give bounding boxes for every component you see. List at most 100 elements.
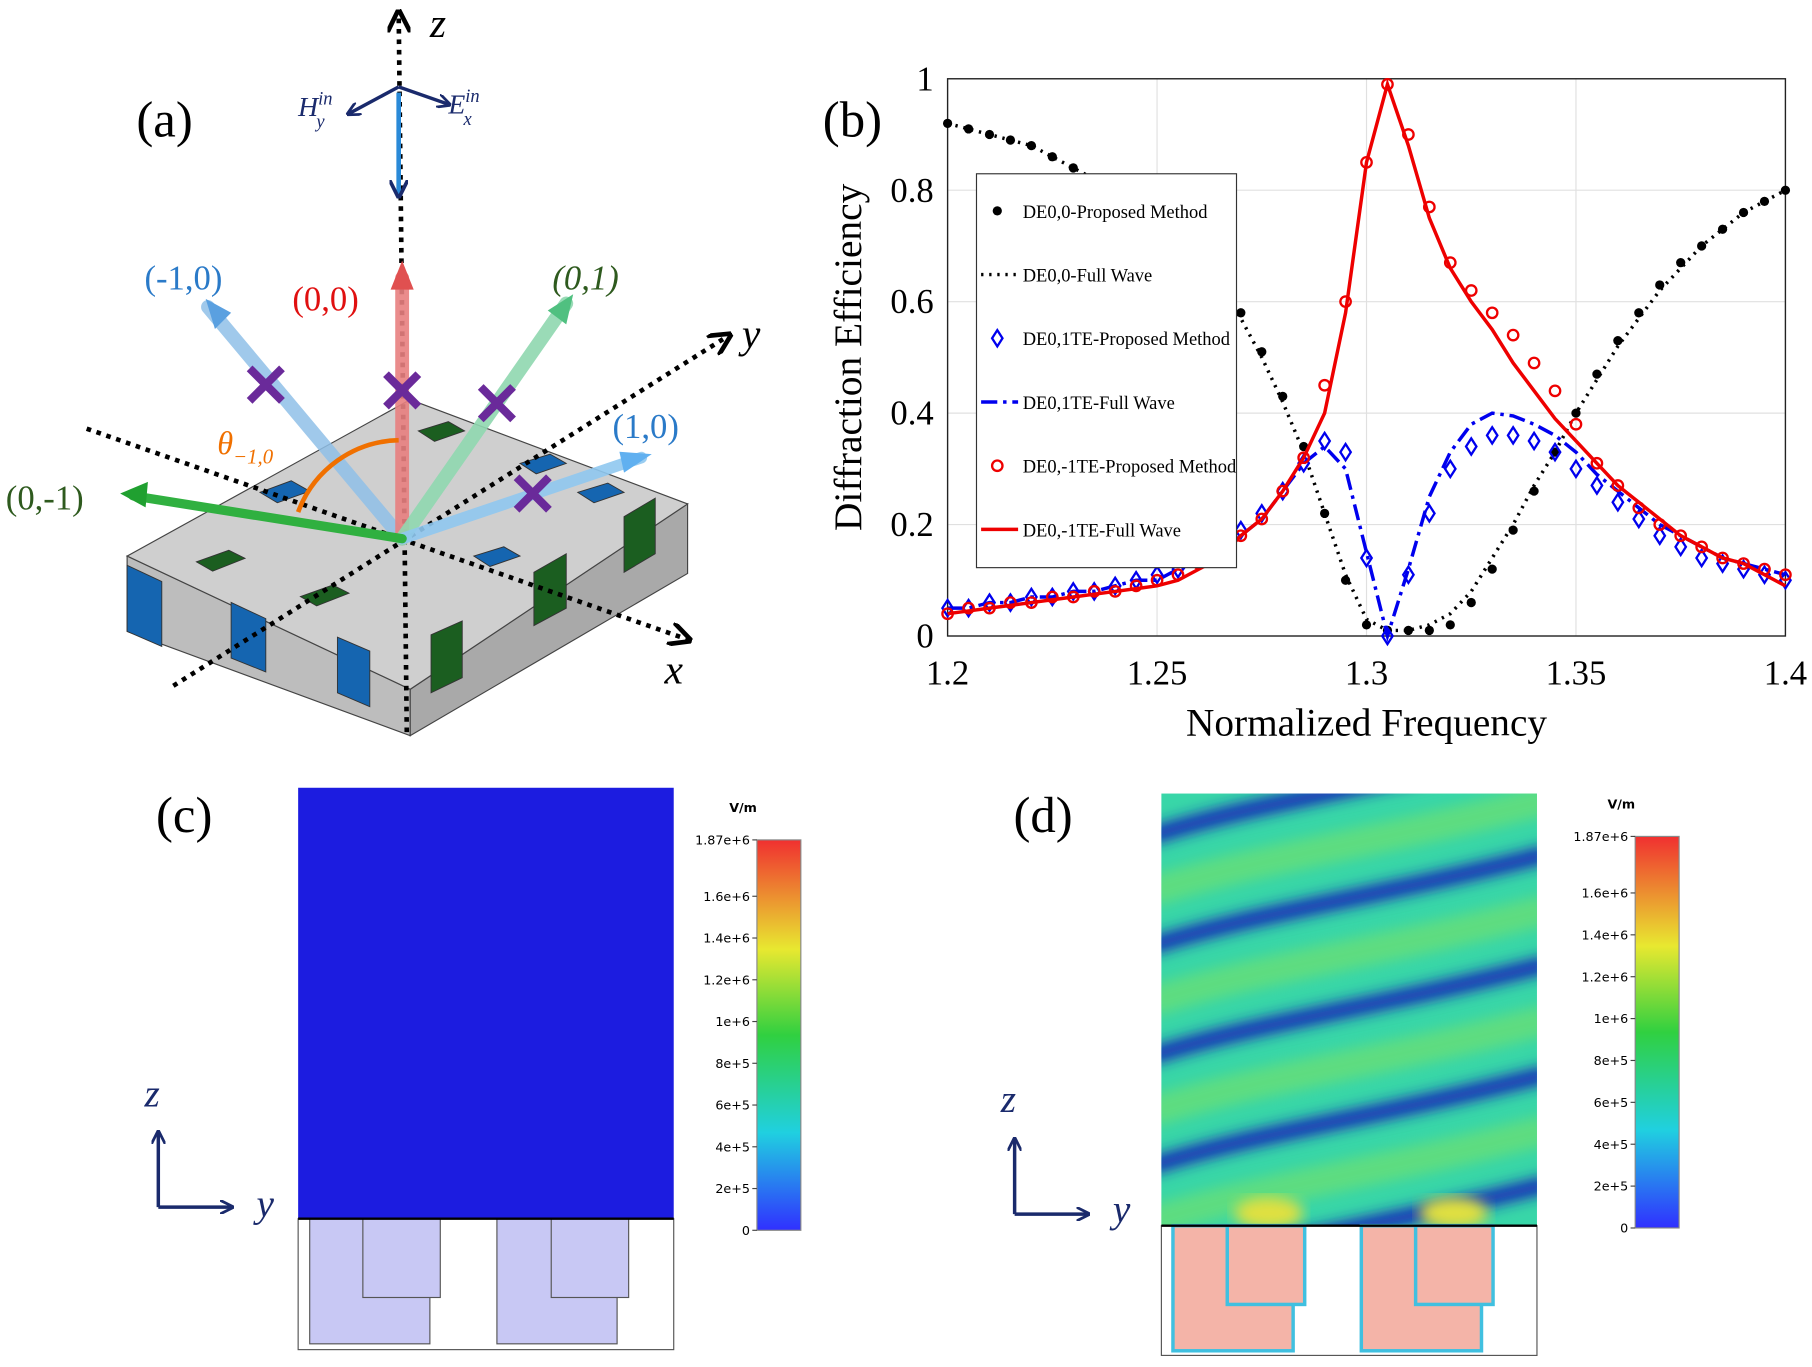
plot-frame xyxy=(946,78,1787,637)
field-label: Ein x xyxy=(447,87,479,130)
marker xyxy=(1674,529,1688,543)
panel-b: (b) 1.2 1.25 1.3 1.35 1.4 0 0.2 0.4 0.6 0.8 1 Norma… xyxy=(823,59,1807,744)
legend: DE0,0-Proposed Method DE0,0-Full Wave DE0,… xyxy=(975,173,1238,569)
marker xyxy=(1485,425,1499,446)
colorbars: V/m 1.87e+6 1.6e+6 1.4e+6 1.2e+6 1e+6 8e+5 6e+5… xyxy=(695,797,1680,1238)
colorbar-tick-label: 4e+5 xyxy=(1594,1137,1629,1152)
marker xyxy=(1380,625,1395,647)
colorbar-tick-label: 1e+6 xyxy=(715,1014,750,1029)
colorbar-tick-label: 1.2e+6 xyxy=(1582,969,1629,984)
series xyxy=(947,121,1787,633)
marker xyxy=(1653,525,1667,546)
marker xyxy=(1466,597,1476,608)
field-pattern xyxy=(1161,793,1537,1226)
marker xyxy=(1087,585,1101,598)
y-tick-label: 0.8 xyxy=(890,171,933,210)
colorbar-tick-label: 1.2e+6 xyxy=(703,972,750,987)
x-axis-label: Normalized Frequency xyxy=(1186,701,1547,745)
marker xyxy=(1695,540,1708,554)
colorbar-tick-label: 8e+5 xyxy=(1594,1053,1629,1068)
line xyxy=(947,121,1787,633)
marker xyxy=(1422,503,1436,524)
marker xyxy=(1527,356,1541,370)
axis-label: x xyxy=(663,647,683,693)
y-tick-label: 0.6 xyxy=(890,282,933,321)
colorbar-unit: V/m xyxy=(729,800,757,815)
marker xyxy=(1590,475,1604,496)
field-map xyxy=(298,787,674,1219)
line xyxy=(947,78,1787,616)
marker xyxy=(1424,625,1434,636)
marker xyxy=(1129,579,1143,593)
marker xyxy=(992,206,1002,216)
colorbar-tick-label: 1.6e+6 xyxy=(703,889,750,904)
axis-label: y xyxy=(1109,1187,1131,1231)
order-label: (-1,0) xyxy=(144,259,222,298)
legend-label: DE0,-1TE-Proposed Method xyxy=(1023,458,1237,478)
axis-label: y xyxy=(253,1181,275,1225)
marker xyxy=(984,129,995,140)
marker xyxy=(1319,508,1330,519)
x-axis xyxy=(85,426,688,640)
colorbar-tick-label: 1.87e+6 xyxy=(695,833,750,848)
colorbar-tick-label: 2e+5 xyxy=(715,1181,750,1196)
order-label: (0,1) xyxy=(552,259,618,298)
marker xyxy=(1340,575,1351,585)
marker xyxy=(1318,430,1332,452)
legend-label: DE0,-1TE-Full Wave xyxy=(1023,521,1181,541)
colorbar-tick-label: 8e+5 xyxy=(715,1056,750,1071)
marker xyxy=(1527,430,1541,452)
colorbar-tick-label: 6e+5 xyxy=(1594,1095,1629,1110)
marker xyxy=(1611,492,1625,513)
colorbar-tick-label: 1.4e+6 xyxy=(1582,927,1629,942)
marker xyxy=(1359,547,1374,569)
marker xyxy=(1255,503,1269,524)
marker xyxy=(1548,384,1562,398)
colorbar-tick-label: 1.6e+6 xyxy=(1582,886,1629,901)
marker xyxy=(1779,568,1792,582)
series xyxy=(941,77,1792,621)
box-top xyxy=(125,399,689,690)
series xyxy=(947,411,1786,643)
marker xyxy=(1401,564,1415,585)
marker xyxy=(1338,441,1353,463)
marker xyxy=(1569,458,1583,480)
marker xyxy=(1108,575,1122,597)
y-tick-label: 1 xyxy=(916,59,933,98)
order-label: (0,-1) xyxy=(6,479,84,518)
marker xyxy=(1361,620,1372,630)
panel-label: (a) xyxy=(136,93,192,149)
panel-c: (c) z y xyxy=(143,787,675,1351)
marker xyxy=(1569,417,1583,431)
legend-label: DE0,1TE-Proposed Method xyxy=(1023,330,1231,350)
marker xyxy=(990,459,1004,473)
marker xyxy=(1150,564,1164,585)
patches xyxy=(126,421,656,708)
marker xyxy=(1045,590,1059,604)
marker xyxy=(990,328,1004,349)
legend-box xyxy=(975,173,1238,569)
marker xyxy=(1255,512,1269,526)
marker xyxy=(1632,508,1646,530)
colorbar-tick-label: 2e+5 xyxy=(1594,1179,1629,1194)
marker xyxy=(1674,536,1688,558)
panel-label: (d) xyxy=(1013,788,1072,844)
colorbar-tick-label: 4e+5 xyxy=(715,1139,750,1154)
axis-label: z xyxy=(1000,1077,1016,1121)
x-tick-label: 1.25 xyxy=(1127,654,1188,693)
marker xyxy=(1548,441,1562,463)
colorbar-tick-label: 0 xyxy=(1620,1221,1628,1236)
y-tick-label: 0 xyxy=(916,617,933,656)
colorbar xyxy=(756,839,802,1231)
marker xyxy=(1464,436,1478,457)
marker xyxy=(1443,458,1457,480)
marker xyxy=(1613,336,1623,346)
panel-label: (c) xyxy=(156,788,212,844)
y-tick-label: 0.4 xyxy=(890,394,933,433)
marker xyxy=(1278,391,1288,402)
marker xyxy=(1485,306,1499,320)
marker xyxy=(1024,586,1038,608)
line xyxy=(947,411,1786,643)
marker xyxy=(1403,625,1414,636)
